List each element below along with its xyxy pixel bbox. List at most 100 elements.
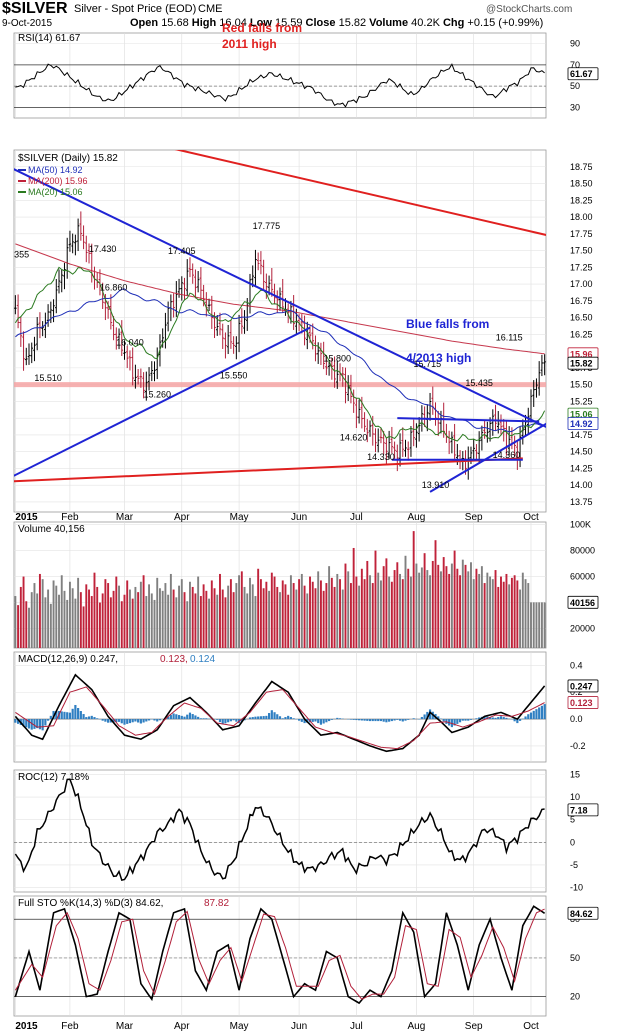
volume-bar xyxy=(393,570,396,648)
volume-bar xyxy=(388,576,391,648)
volume-bar xyxy=(360,568,363,648)
volume-bar xyxy=(431,560,434,648)
ohlc-bar xyxy=(210,295,214,329)
ohlc-bar xyxy=(229,319,233,349)
macd-histogram-bar xyxy=(317,719,320,724)
macd-histogram-bar xyxy=(205,718,208,720)
ohlc-bar xyxy=(292,295,295,330)
volume-bar xyxy=(150,593,153,648)
price-ytick-label: 18.50 xyxy=(570,179,593,189)
macd-histogram-bar xyxy=(224,719,227,724)
volume-bar xyxy=(25,601,28,648)
volume-bar xyxy=(183,592,186,648)
ohlc-bar xyxy=(499,414,503,435)
volume-bar xyxy=(216,594,219,648)
ohlc-bar xyxy=(22,331,25,371)
ohlc-bar xyxy=(112,315,115,341)
ohlc-bar xyxy=(325,355,328,376)
price-label: 14.620 xyxy=(340,433,368,443)
volume-bar xyxy=(385,558,388,648)
ohlc-bar xyxy=(196,271,200,293)
volume-bar xyxy=(199,596,202,648)
macd-histogram-bar xyxy=(442,719,445,722)
volume-bar xyxy=(500,576,502,648)
macd-histogram-bar xyxy=(197,716,200,720)
macd-histogram-bar xyxy=(55,711,58,720)
volume-bar xyxy=(366,560,369,648)
x-tick-label-bottom: Aug xyxy=(408,1021,426,1032)
volume-bar xyxy=(336,573,339,648)
ohlc-bar xyxy=(215,315,219,336)
macd-histogram-bar xyxy=(60,711,63,720)
volume-ytick-label: 80000 xyxy=(570,546,595,556)
ohlc-bar xyxy=(335,361,339,389)
volume-bar xyxy=(513,575,516,648)
ohlc-bar xyxy=(76,218,80,252)
macd-ytick-label: -0.2 xyxy=(570,741,586,751)
ohlc-bar xyxy=(415,423,418,448)
ohlc-bar xyxy=(142,372,145,399)
macd-histogram-bar xyxy=(284,717,287,720)
macd-histogram-bar xyxy=(14,719,17,723)
volume-bar xyxy=(437,564,440,648)
macd-histogram-bar xyxy=(355,719,358,721)
price-right-tag: 15.82 xyxy=(570,359,593,369)
macd-histogram-bar xyxy=(382,719,385,722)
volume-bar xyxy=(85,584,88,648)
macd-histogram-bar xyxy=(456,719,459,724)
ohlc-bar xyxy=(68,230,72,252)
ohlc-bar xyxy=(262,259,265,290)
macd-histogram-bar xyxy=(467,719,470,721)
ohlc-bar xyxy=(532,380,536,407)
volume-bar xyxy=(49,603,52,648)
rsi-line xyxy=(15,63,545,108)
macd-histogram-bar xyxy=(17,719,20,724)
macd-histogram-bar xyxy=(199,718,202,720)
macd-histogram-bar xyxy=(287,715,290,720)
volume-last-tag: 40156 xyxy=(570,598,595,608)
macd-panel-frame xyxy=(13,651,547,763)
ohlc-bar xyxy=(161,328,164,348)
macd-histogram-bar xyxy=(461,719,464,721)
ohlc-bar xyxy=(251,265,255,288)
x-tick-label-bottom: Jun xyxy=(291,1021,307,1032)
macd-histogram-bar xyxy=(420,716,423,720)
price-label: 17.430 xyxy=(89,244,117,254)
macd-histogram-bar xyxy=(488,717,492,720)
volume-bar xyxy=(287,594,290,648)
volume-bar xyxy=(530,602,532,648)
macd-histogram-bar xyxy=(112,719,115,723)
volume-bar xyxy=(527,583,530,648)
volume-bar xyxy=(90,596,93,648)
roc-ytick-label: 10 xyxy=(570,792,580,802)
macd-histogram-bar xyxy=(363,719,366,721)
ohlc-bar xyxy=(166,301,170,332)
volume-bar xyxy=(120,601,123,648)
price-label: 17.405 xyxy=(168,246,196,256)
roc-ytick-label: -10 xyxy=(570,882,583,892)
rsi-ytick-label: 90 xyxy=(570,39,580,49)
macd-title-hist: 0.124 xyxy=(190,654,215,665)
roc-ytick-label: 0 xyxy=(570,837,575,847)
roc-ytick-label: 15 xyxy=(570,770,580,780)
roc-last-tag-bg xyxy=(567,803,599,817)
macd-histogram-bar xyxy=(478,717,481,720)
volume-bar xyxy=(450,563,453,648)
macd-histogram-bar xyxy=(270,710,273,720)
volume-bar xyxy=(17,605,20,648)
price-label: 14.360 xyxy=(493,450,521,460)
annotation-blue-2: 4/2013 high xyxy=(406,351,471,365)
macd-histogram-bar xyxy=(254,716,257,720)
ohlc-bar xyxy=(16,294,20,329)
volume-bar xyxy=(145,596,148,648)
ohlc-bar xyxy=(243,310,246,334)
x-tick-label-top: Sep xyxy=(465,512,483,523)
volume-bar xyxy=(167,594,170,648)
macd-histogram-bar xyxy=(63,711,66,720)
trend-line-red-long-support xyxy=(14,457,523,483)
macd-signal-line xyxy=(15,686,545,750)
ohlc-bar xyxy=(71,233,74,254)
ohlc-bar xyxy=(46,304,50,327)
price-ytick-label: 18.75 xyxy=(570,162,593,172)
ohlc-bar xyxy=(49,301,53,324)
